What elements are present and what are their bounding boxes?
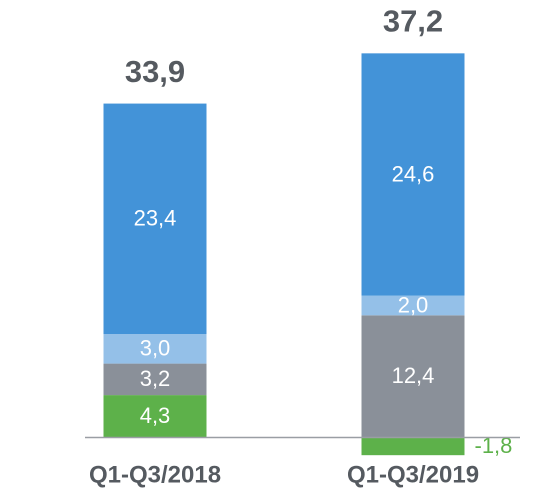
bar-segment bbox=[361, 315, 465, 438]
segment-label: 23,4 bbox=[134, 206, 177, 231]
bar-segment bbox=[361, 437, 465, 456]
x-tick-label: Q1-Q3/2019 bbox=[347, 461, 479, 488]
bar-segment bbox=[103, 363, 207, 396]
total-label: 33,9 bbox=[125, 54, 185, 89]
bar-segment bbox=[103, 334, 207, 364]
bar-segment bbox=[361, 295, 465, 316]
bar-segment bbox=[361, 53, 465, 296]
segment-label: 12,4 bbox=[392, 363, 435, 388]
segment-label: 24,6 bbox=[392, 161, 435, 186]
segment-label: 3,0 bbox=[140, 336, 171, 361]
total-label: 37,2 bbox=[383, 4, 443, 39]
segment-label: 3,2 bbox=[140, 366, 171, 391]
segment-label: 2,0 bbox=[398, 292, 429, 317]
bar-segment bbox=[103, 395, 207, 438]
segment-label: 4,3 bbox=[140, 403, 171, 428]
x-tick-label: Q1-Q3/2018 bbox=[89, 461, 221, 488]
bar-segment bbox=[103, 103, 207, 335]
